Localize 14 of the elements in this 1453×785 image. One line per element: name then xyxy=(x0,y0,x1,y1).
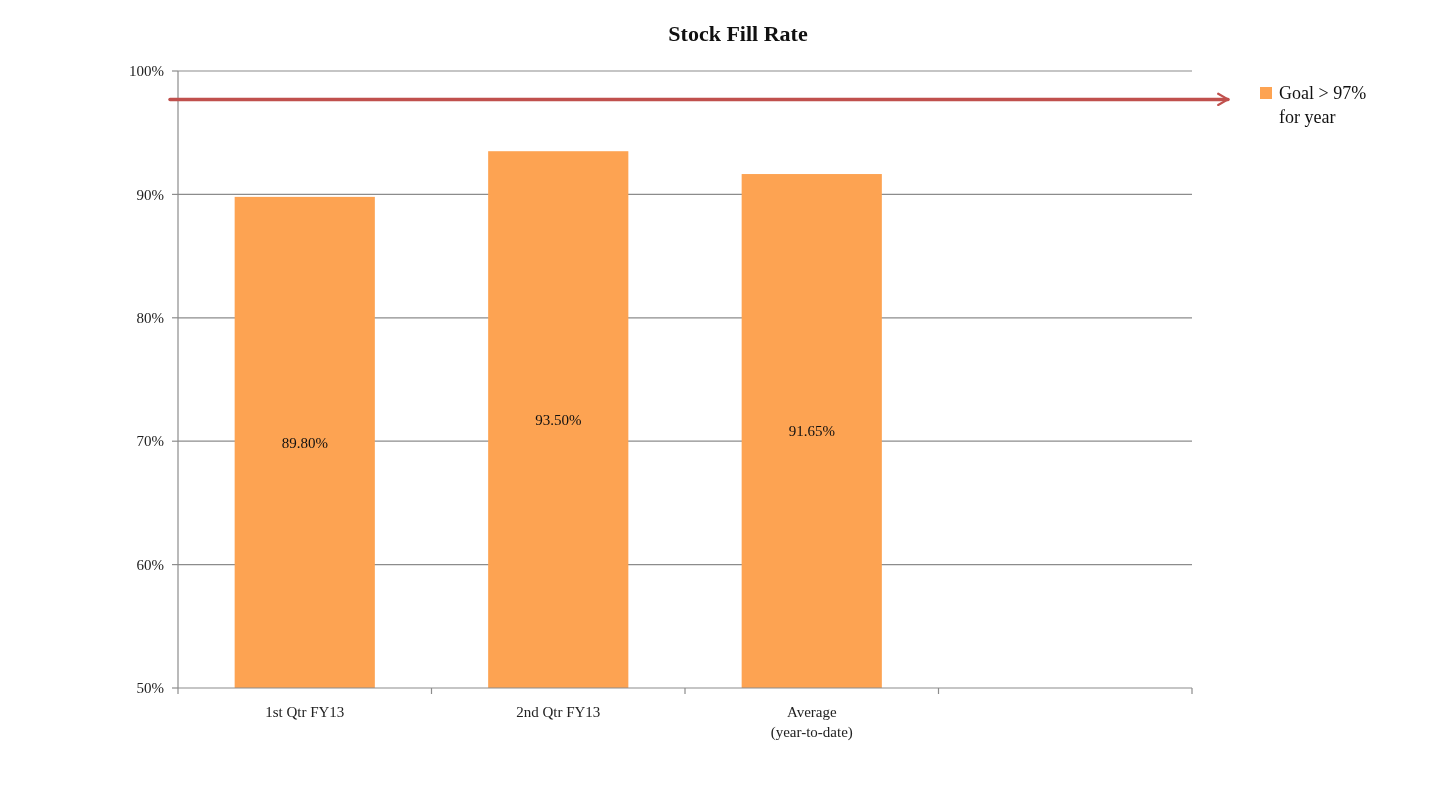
data-label: 91.65% xyxy=(788,423,835,440)
x-tick-label: Average (year-to-date) xyxy=(770,704,853,741)
legend-label: Goal > 97% for year xyxy=(1279,83,1367,127)
chart-title: Stock Fill Rate xyxy=(668,21,808,46)
y-tick-label: 100% xyxy=(129,63,164,80)
y-tick-label: 90% xyxy=(136,186,164,203)
y-tick-label: 50% xyxy=(136,680,164,697)
data-label: 89.80% xyxy=(281,434,328,451)
x-tick-label: 1st Qtr FY13 xyxy=(265,704,345,720)
y-tick-label: 70% xyxy=(136,433,164,450)
data-label: 93.50% xyxy=(535,411,582,428)
y-tick-label: 80% xyxy=(136,310,164,327)
y-tick-label: 60% xyxy=(136,556,164,573)
x-tick-label: 2nd Qtr FY13 xyxy=(516,704,601,720)
